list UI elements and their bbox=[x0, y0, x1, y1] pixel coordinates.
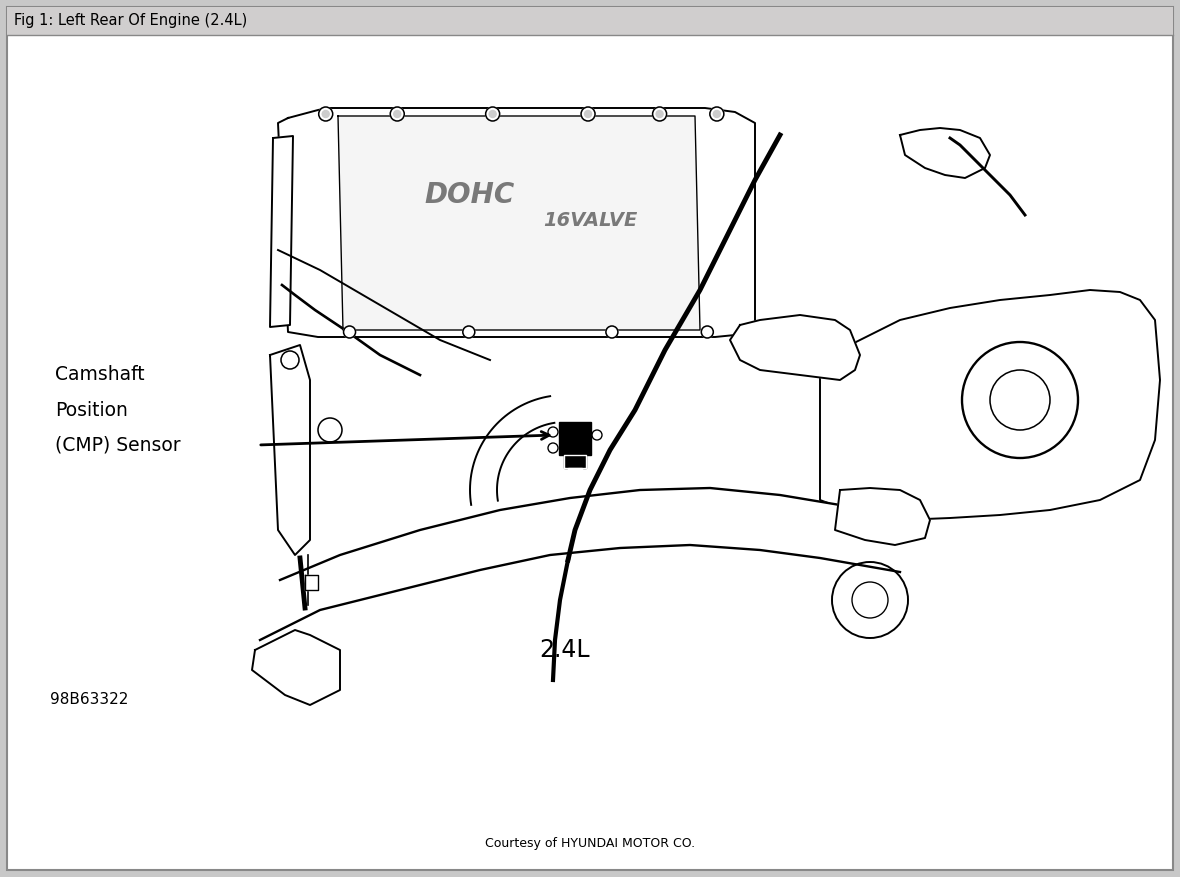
Circle shape bbox=[592, 430, 602, 440]
Circle shape bbox=[710, 107, 723, 121]
Polygon shape bbox=[270, 136, 293, 327]
Circle shape bbox=[701, 326, 713, 338]
Circle shape bbox=[605, 326, 618, 338]
Polygon shape bbox=[337, 116, 700, 330]
Circle shape bbox=[852, 582, 889, 618]
Polygon shape bbox=[820, 290, 1160, 520]
Circle shape bbox=[584, 111, 591, 118]
Polygon shape bbox=[559, 422, 591, 455]
Polygon shape bbox=[270, 345, 310, 555]
Circle shape bbox=[463, 326, 474, 338]
Polygon shape bbox=[470, 396, 555, 505]
Polygon shape bbox=[900, 128, 990, 178]
Text: 16VALVE: 16VALVE bbox=[543, 210, 637, 230]
Polygon shape bbox=[253, 630, 340, 705]
Polygon shape bbox=[304, 575, 317, 590]
Text: Courtesy of HYUNDAI MOTOR CO.: Courtesy of HYUNDAI MOTOR CO. bbox=[485, 837, 695, 850]
Polygon shape bbox=[835, 488, 930, 545]
Polygon shape bbox=[260, 488, 920, 640]
Circle shape bbox=[548, 427, 558, 437]
Circle shape bbox=[548, 443, 558, 453]
Text: 2.4L: 2.4L bbox=[539, 638, 590, 662]
Circle shape bbox=[317, 418, 342, 442]
Circle shape bbox=[490, 111, 496, 118]
Text: Camshaft: Camshaft bbox=[55, 366, 145, 384]
Circle shape bbox=[581, 107, 595, 121]
Circle shape bbox=[343, 326, 355, 338]
Text: Fig 1: Left Rear Of Engine (2.4L): Fig 1: Left Rear Of Engine (2.4L) bbox=[14, 13, 248, 28]
Circle shape bbox=[714, 111, 720, 118]
Text: 98B63322: 98B63322 bbox=[50, 693, 129, 708]
Circle shape bbox=[486, 107, 499, 121]
Circle shape bbox=[832, 562, 907, 638]
Text: (CMP) Sensor: (CMP) Sensor bbox=[55, 436, 181, 454]
Polygon shape bbox=[278, 108, 755, 337]
Circle shape bbox=[322, 111, 329, 118]
Bar bbox=[7, 7, 1173, 35]
Circle shape bbox=[281, 351, 299, 369]
Circle shape bbox=[394, 111, 401, 118]
Text: DOHC: DOHC bbox=[425, 181, 516, 209]
Circle shape bbox=[653, 107, 667, 121]
Circle shape bbox=[962, 342, 1079, 458]
Circle shape bbox=[656, 111, 663, 118]
Circle shape bbox=[990, 370, 1050, 430]
Polygon shape bbox=[730, 315, 860, 380]
Polygon shape bbox=[564, 455, 586, 468]
Polygon shape bbox=[568, 468, 582, 480]
Circle shape bbox=[319, 107, 333, 121]
Text: Position: Position bbox=[55, 401, 127, 419]
Circle shape bbox=[391, 107, 405, 121]
